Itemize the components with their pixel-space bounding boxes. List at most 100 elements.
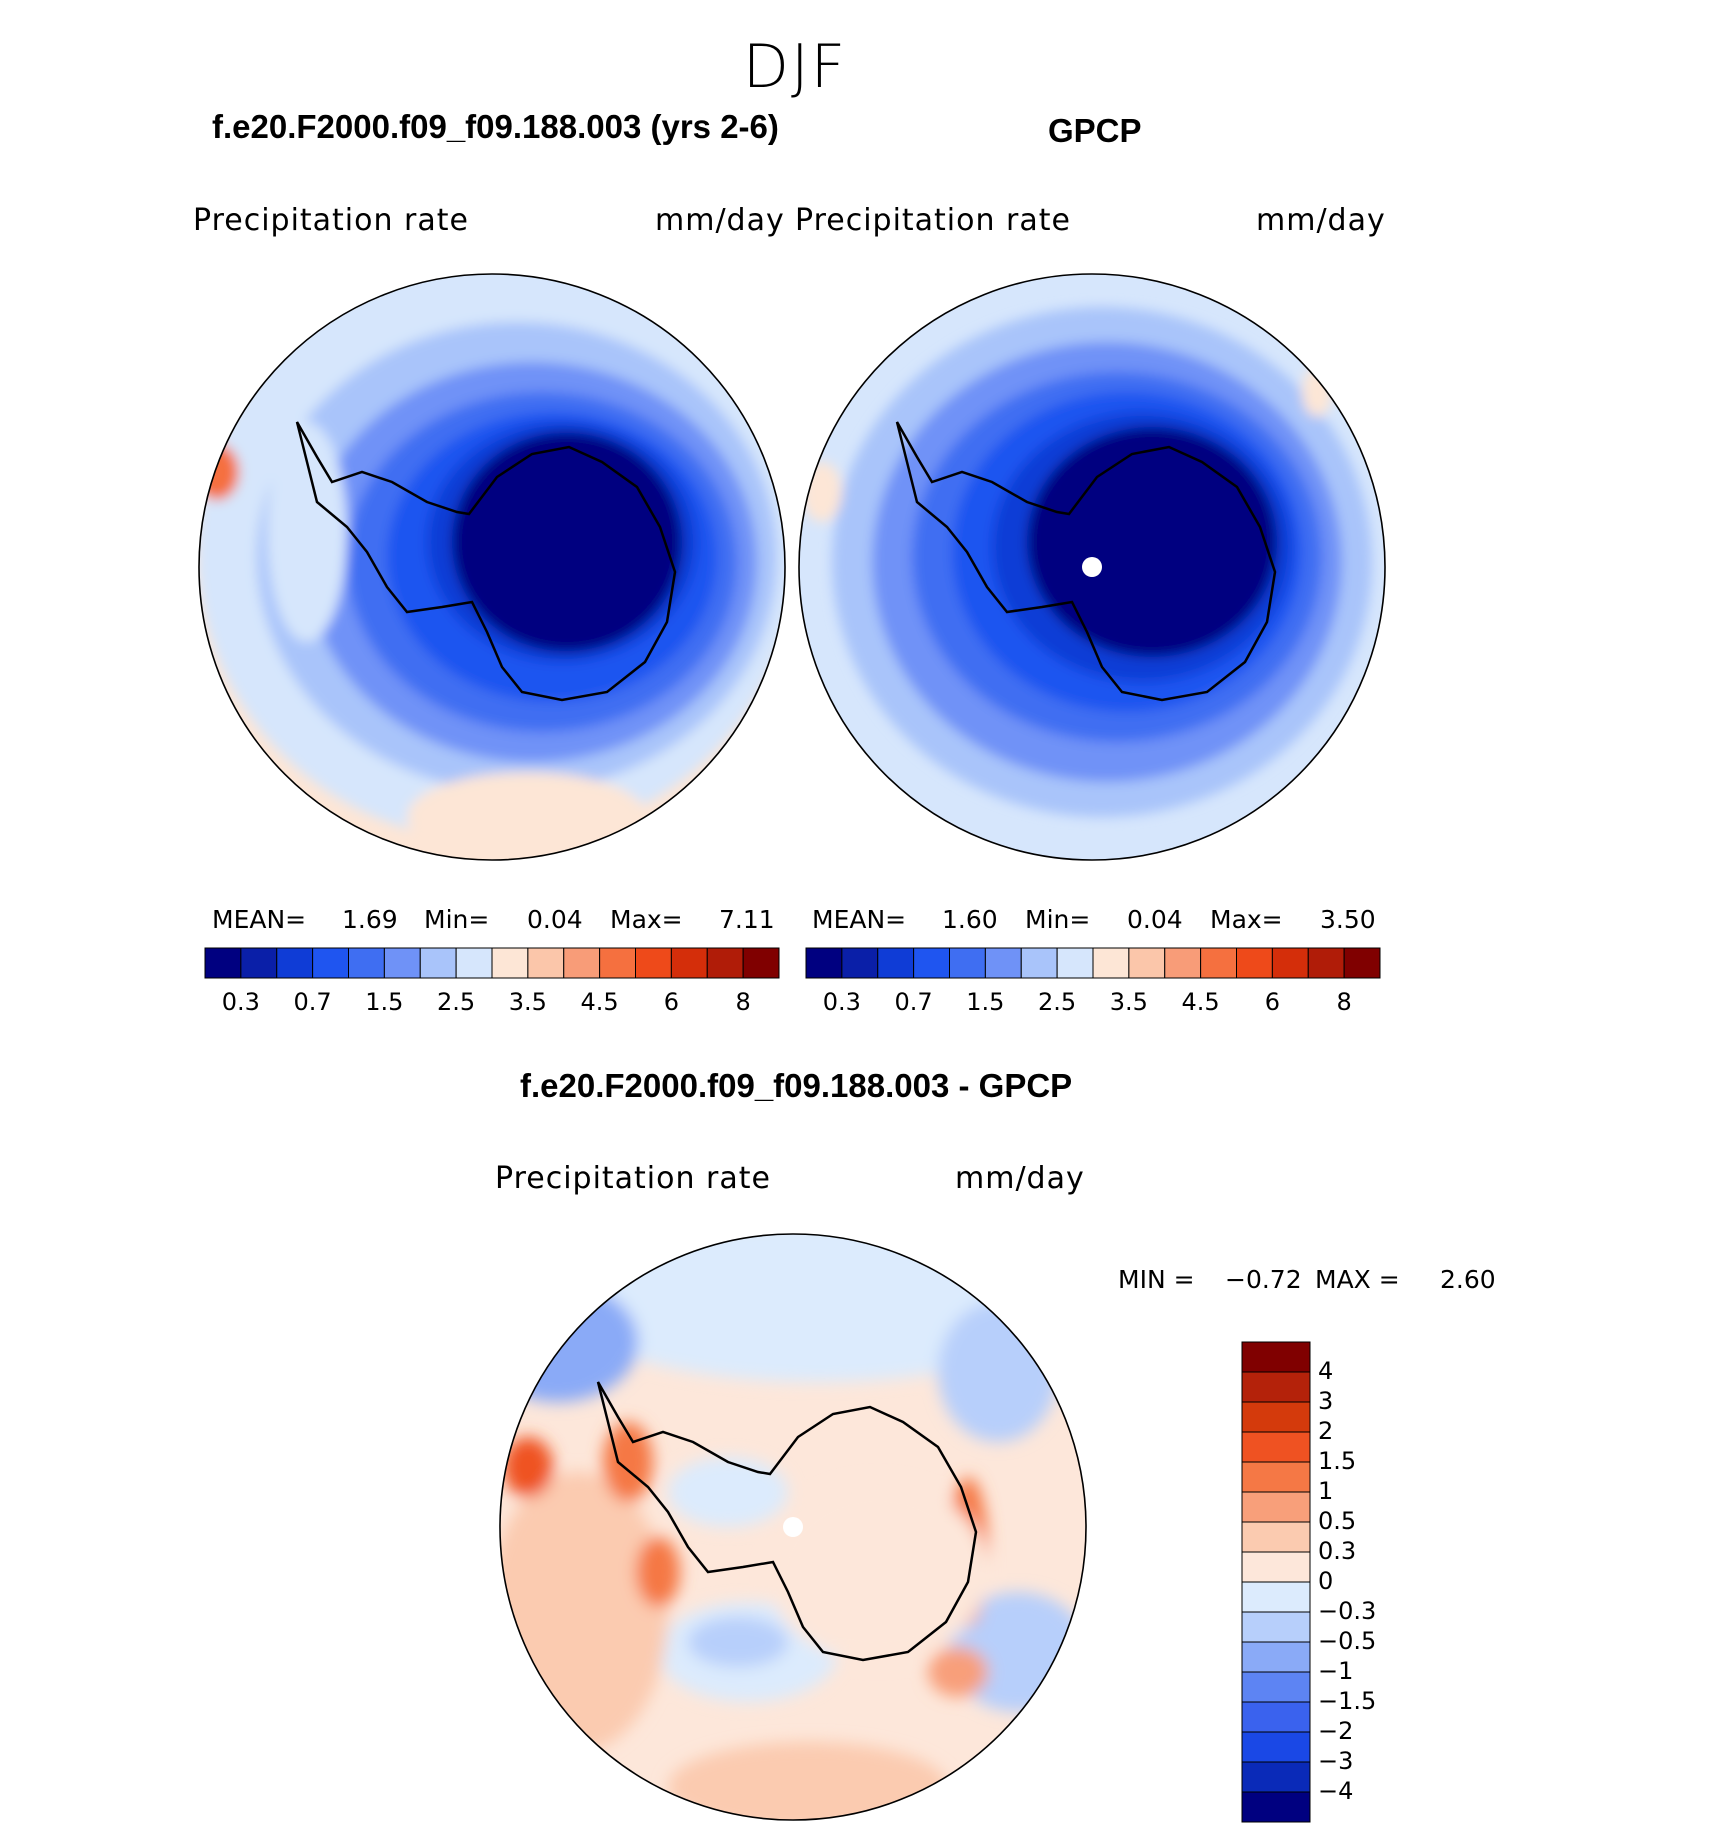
- model-colorbar-swatch: [204, 947, 242, 979]
- obs-colorbar-swatch: [913, 947, 950, 979]
- diff-colorbar-swatch: [1241, 1761, 1311, 1793]
- model-colorbar-swatch: [348, 947, 385, 979]
- model-colorbar-swatch: [563, 947, 601, 979]
- model-map-border: [198, 273, 786, 861]
- diff-colorbar-tick-label: −1: [1318, 1657, 1354, 1685]
- obs-colorbar-swatch: [949, 947, 986, 979]
- model-colorbar-swatch: [455, 947, 493, 979]
- diff-colorbar-swatch: [1241, 1731, 1311, 1763]
- diff-colorbar-tick-label: 0.3: [1318, 1537, 1357, 1565]
- diff-colorbar-tick-label: 0.5: [1318, 1507, 1357, 1535]
- model-colorbar-swatch: [383, 947, 421, 979]
- model-colorbar-swatch: [599, 947, 636, 979]
- obs-colorbar-swatch: [841, 947, 879, 979]
- obs-colorbar-swatch: [1128, 947, 1166, 979]
- model-colorbar-swatch: [312, 947, 349, 979]
- diff-colorbar-swatch: [1241, 1371, 1311, 1403]
- diff-colorbar-swatch: [1241, 1641, 1311, 1673]
- diff-colorbar-tick-label: 0: [1318, 1567, 1334, 1595]
- obs-min-value: 0.04: [1127, 905, 1183, 934]
- model-min-value: 0.04: [527, 905, 583, 934]
- diff-colorbar: [1241, 1341, 1311, 1823]
- diff-colorbar-tick-label: −4: [1318, 1777, 1354, 1805]
- figure-title: DJF: [742, 32, 848, 102]
- obs-colorbar-swatch: [1200, 947, 1237, 979]
- model-coastline: [295, 421, 677, 702]
- model-colorbar-tick-label: 0.3: [221, 988, 260, 1016]
- diff-colorbar-tick-label: 3: [1318, 1387, 1334, 1415]
- obs-mean-value: 1.60: [942, 905, 998, 934]
- obs-colorbar-tick-label: 2.5: [1038, 988, 1077, 1016]
- model-variable-label: Precipitation rate: [193, 203, 469, 238]
- obs-colorbar-swatch: [1343, 947, 1381, 979]
- model-colorbar-tick-label: 8: [735, 988, 751, 1016]
- obs-panel-title: GPCP: [1048, 112, 1142, 149]
- obs-colorbar-swatch: [984, 947, 1022, 979]
- diff-min-label: MIN =: [1118, 1265, 1195, 1294]
- obs-coastline: [895, 421, 1277, 702]
- obs-colorbar-swatch: [1092, 947, 1130, 979]
- model-max-label: Max=: [610, 905, 683, 934]
- obs-mean-label: MEAN=: [812, 905, 907, 934]
- obs-colorbar-tick-label: 0.7: [894, 988, 933, 1016]
- obs-max-label: Max=: [1210, 905, 1283, 934]
- obs-colorbar-tick-label: 8: [1336, 988, 1352, 1016]
- diff-colorbar-tick-label: −0.3: [1318, 1597, 1377, 1625]
- obs-colorbar: [805, 947, 1381, 979]
- obs-min-label: Min=: [1025, 905, 1091, 934]
- diff-pole-marker: [783, 1517, 803, 1537]
- model-colorbar-swatch: [635, 947, 672, 979]
- obs-colorbar-swatch: [1271, 947, 1309, 979]
- model-mean-value: 1.69: [342, 905, 398, 934]
- obs-map-border: [798, 273, 1386, 861]
- diff-colorbar-swatch: [1241, 1431, 1311, 1463]
- diff-colorbar-swatch: [1241, 1491, 1311, 1523]
- model-colorbar-swatch: [670, 947, 708, 979]
- diff-variable-label: Precipitation rate: [495, 1161, 771, 1196]
- obs-contour-fill: [799, 274, 1385, 860]
- model-colorbar-swatch: [240, 947, 278, 979]
- diff-colorbar-tick-label: 1.5: [1318, 1447, 1357, 1475]
- diff-colorbar-swatch: [1241, 1461, 1311, 1493]
- obs-colorbar-swatch: [877, 947, 915, 979]
- obs-colorbar-swatch: [1020, 947, 1058, 979]
- model-panel-title: f.e20.F2000.f09_f09.188.003 (yrs 2-6): [212, 108, 779, 145]
- model-mean-label: MEAN=: [212, 905, 307, 934]
- obs-pole-marker: [1082, 557, 1102, 577]
- model-colorbar-swatch: [491, 947, 529, 979]
- diff-colorbar-swatch: [1241, 1551, 1311, 1583]
- diff-colorbar-swatch: [1241, 1521, 1311, 1553]
- obs-units-label: mm/day: [1256, 203, 1386, 238]
- obs-variable-label: Precipitation rate: [795, 203, 1071, 238]
- model-colorbar-tick-label: 0.7: [293, 988, 332, 1016]
- model-units-label: mm/day: [655, 203, 785, 238]
- obs-colorbar-tick-label: 4.5: [1181, 988, 1220, 1016]
- obs-colorbar-swatch: [1164, 947, 1202, 979]
- diff-colorbar-tick-label: 1: [1318, 1477, 1334, 1505]
- diff-colorbar-swatch: [1241, 1401, 1311, 1433]
- diff-colorbar-tick-label: −1.5: [1318, 1687, 1377, 1715]
- model-contour-fill: [199, 274, 785, 860]
- diff-units-label: mm/day: [955, 1161, 1085, 1196]
- diff-colorbar-tick-label: 2: [1318, 1417, 1334, 1445]
- diff-colorbar-tick-label: −2: [1318, 1717, 1354, 1745]
- obs-colorbar-swatch: [805, 947, 843, 979]
- model-colorbar-swatch: [419, 947, 457, 979]
- diff-colorbar-swatch: [1241, 1581, 1311, 1613]
- model-polar-map: [198, 273, 786, 861]
- diff-colorbar-swatch: [1241, 1701, 1311, 1733]
- diff-polar-map: [499, 1233, 1087, 1821]
- diff-colorbar-swatch: [1241, 1671, 1311, 1703]
- model-colorbar-swatch: [706, 947, 744, 979]
- diff-colorbar-swatch: [1241, 1341, 1311, 1373]
- diff-map-border: [499, 1233, 1087, 1821]
- model-colorbar-swatch: [276, 947, 314, 979]
- diff-colorbar-tick-label: −0.5: [1318, 1627, 1377, 1655]
- diff-min-value: −0.72: [1225, 1265, 1302, 1294]
- obs-colorbar-tick-label: 6: [1264, 988, 1281, 1016]
- model-colorbar: [204, 947, 780, 979]
- diff-panel-title: f.e20.F2000.f09_f09.188.003 - GPCP: [520, 1067, 1073, 1104]
- diff-max-label: MAX =: [1315, 1265, 1400, 1294]
- model-colorbar-swatch: [527, 947, 565, 979]
- obs-colorbar-swatch: [1236, 947, 1273, 979]
